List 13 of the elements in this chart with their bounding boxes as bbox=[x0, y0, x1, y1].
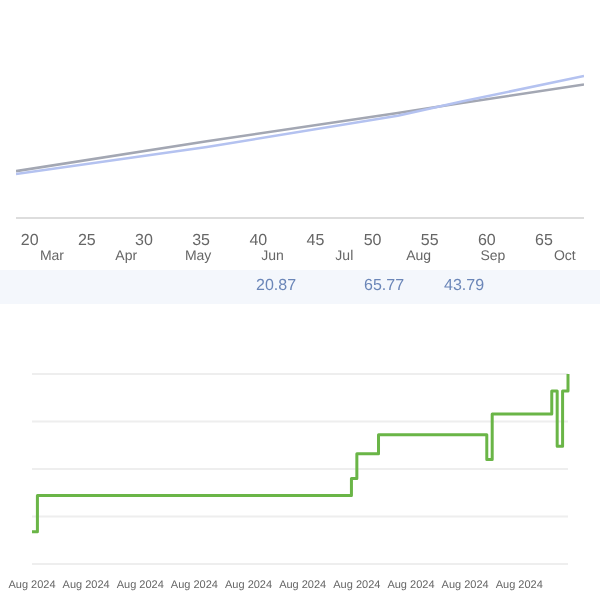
x-tick-label: 35 bbox=[192, 231, 212, 250]
text: 20.87 bbox=[256, 276, 297, 294]
x-tick-label: 65 bbox=[535, 231, 554, 250]
x-tick-label: 30 bbox=[135, 231, 154, 250]
x-tick-label: 40 bbox=[249, 231, 269, 250]
x-tick-label: 45 bbox=[306, 231, 326, 250]
x-tick-label: 55 bbox=[420, 231, 440, 250]
x-tick-label: 60 bbox=[477, 231, 497, 250]
text: 43.79 bbox=[444, 276, 485, 294]
x-tick-label: 50 bbox=[363, 231, 383, 250]
x-tick-label: 25 bbox=[77, 231, 97, 250]
x-tick-label: 20 bbox=[20, 231, 40, 250]
text: 65.77 bbox=[364, 276, 405, 294]
